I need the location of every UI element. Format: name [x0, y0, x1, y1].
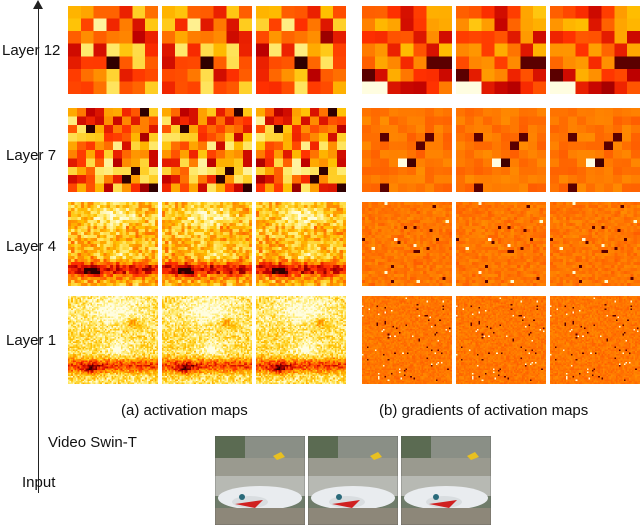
input-label: Input — [22, 474, 56, 491]
gradient-map-layer7-frame2 — [456, 108, 546, 192]
activation-map-layer4-frame3 — [256, 202, 346, 286]
model-depth-axis — [38, 8, 39, 493]
layer-4-label: Layer 4 — [6, 238, 57, 255]
layer-12-label: Layer 12 — [2, 42, 61, 59]
activation-map-layer4-frame1 — [68, 202, 158, 286]
activation-map-layer12-frame2 — [162, 6, 252, 94]
gradient-map-layer4-frame1 — [362, 202, 452, 286]
gradient-map-layer1-frame1 — [362, 296, 452, 384]
gradient-map-layer12-frame2 — [456, 6, 546, 94]
activation-map-layer12-frame1 — [68, 6, 158, 94]
input-frame-3 — [401, 436, 491, 525]
gradient-map-layer12-frame1 — [362, 6, 452, 94]
input-frame-1 — [215, 436, 305, 525]
activation-map-layer12-frame3 — [256, 6, 346, 94]
layer-7-label: Layer 7 — [6, 147, 57, 164]
activation-map-layer7-frame3 — [256, 108, 346, 192]
activation-map-layer7-frame1 — [68, 108, 158, 192]
arrow-up-icon — [33, 0, 43, 9]
activation-map-layer1-frame2 — [162, 296, 252, 384]
input-frame-2 — [308, 436, 398, 525]
activation-map-layer4-frame2 — [162, 202, 252, 286]
model-label: Video Swin-T — [48, 434, 137, 451]
layer-1-label: Layer 1 — [6, 332, 57, 349]
caption-gradient-maps: (b) gradients of activation maps — [379, 402, 589, 419]
gradient-map-layer4-frame2 — [456, 202, 546, 286]
gradient-map-layer7-frame1 — [362, 108, 452, 192]
gradient-map-layer4-frame3 — [550, 202, 640, 286]
activation-map-layer1-frame1 — [68, 296, 158, 384]
activation-map-layer1-frame3 — [256, 296, 346, 384]
gradient-map-layer1-frame3 — [550, 296, 640, 384]
gradient-map-layer1-frame2 — [456, 296, 546, 384]
caption-activation-maps: (a) activation maps — [121, 402, 248, 419]
activation-map-layer7-frame2 — [162, 108, 252, 192]
gradient-map-layer7-frame3 — [550, 108, 640, 192]
gradient-map-layer12-frame3 — [550, 6, 640, 94]
